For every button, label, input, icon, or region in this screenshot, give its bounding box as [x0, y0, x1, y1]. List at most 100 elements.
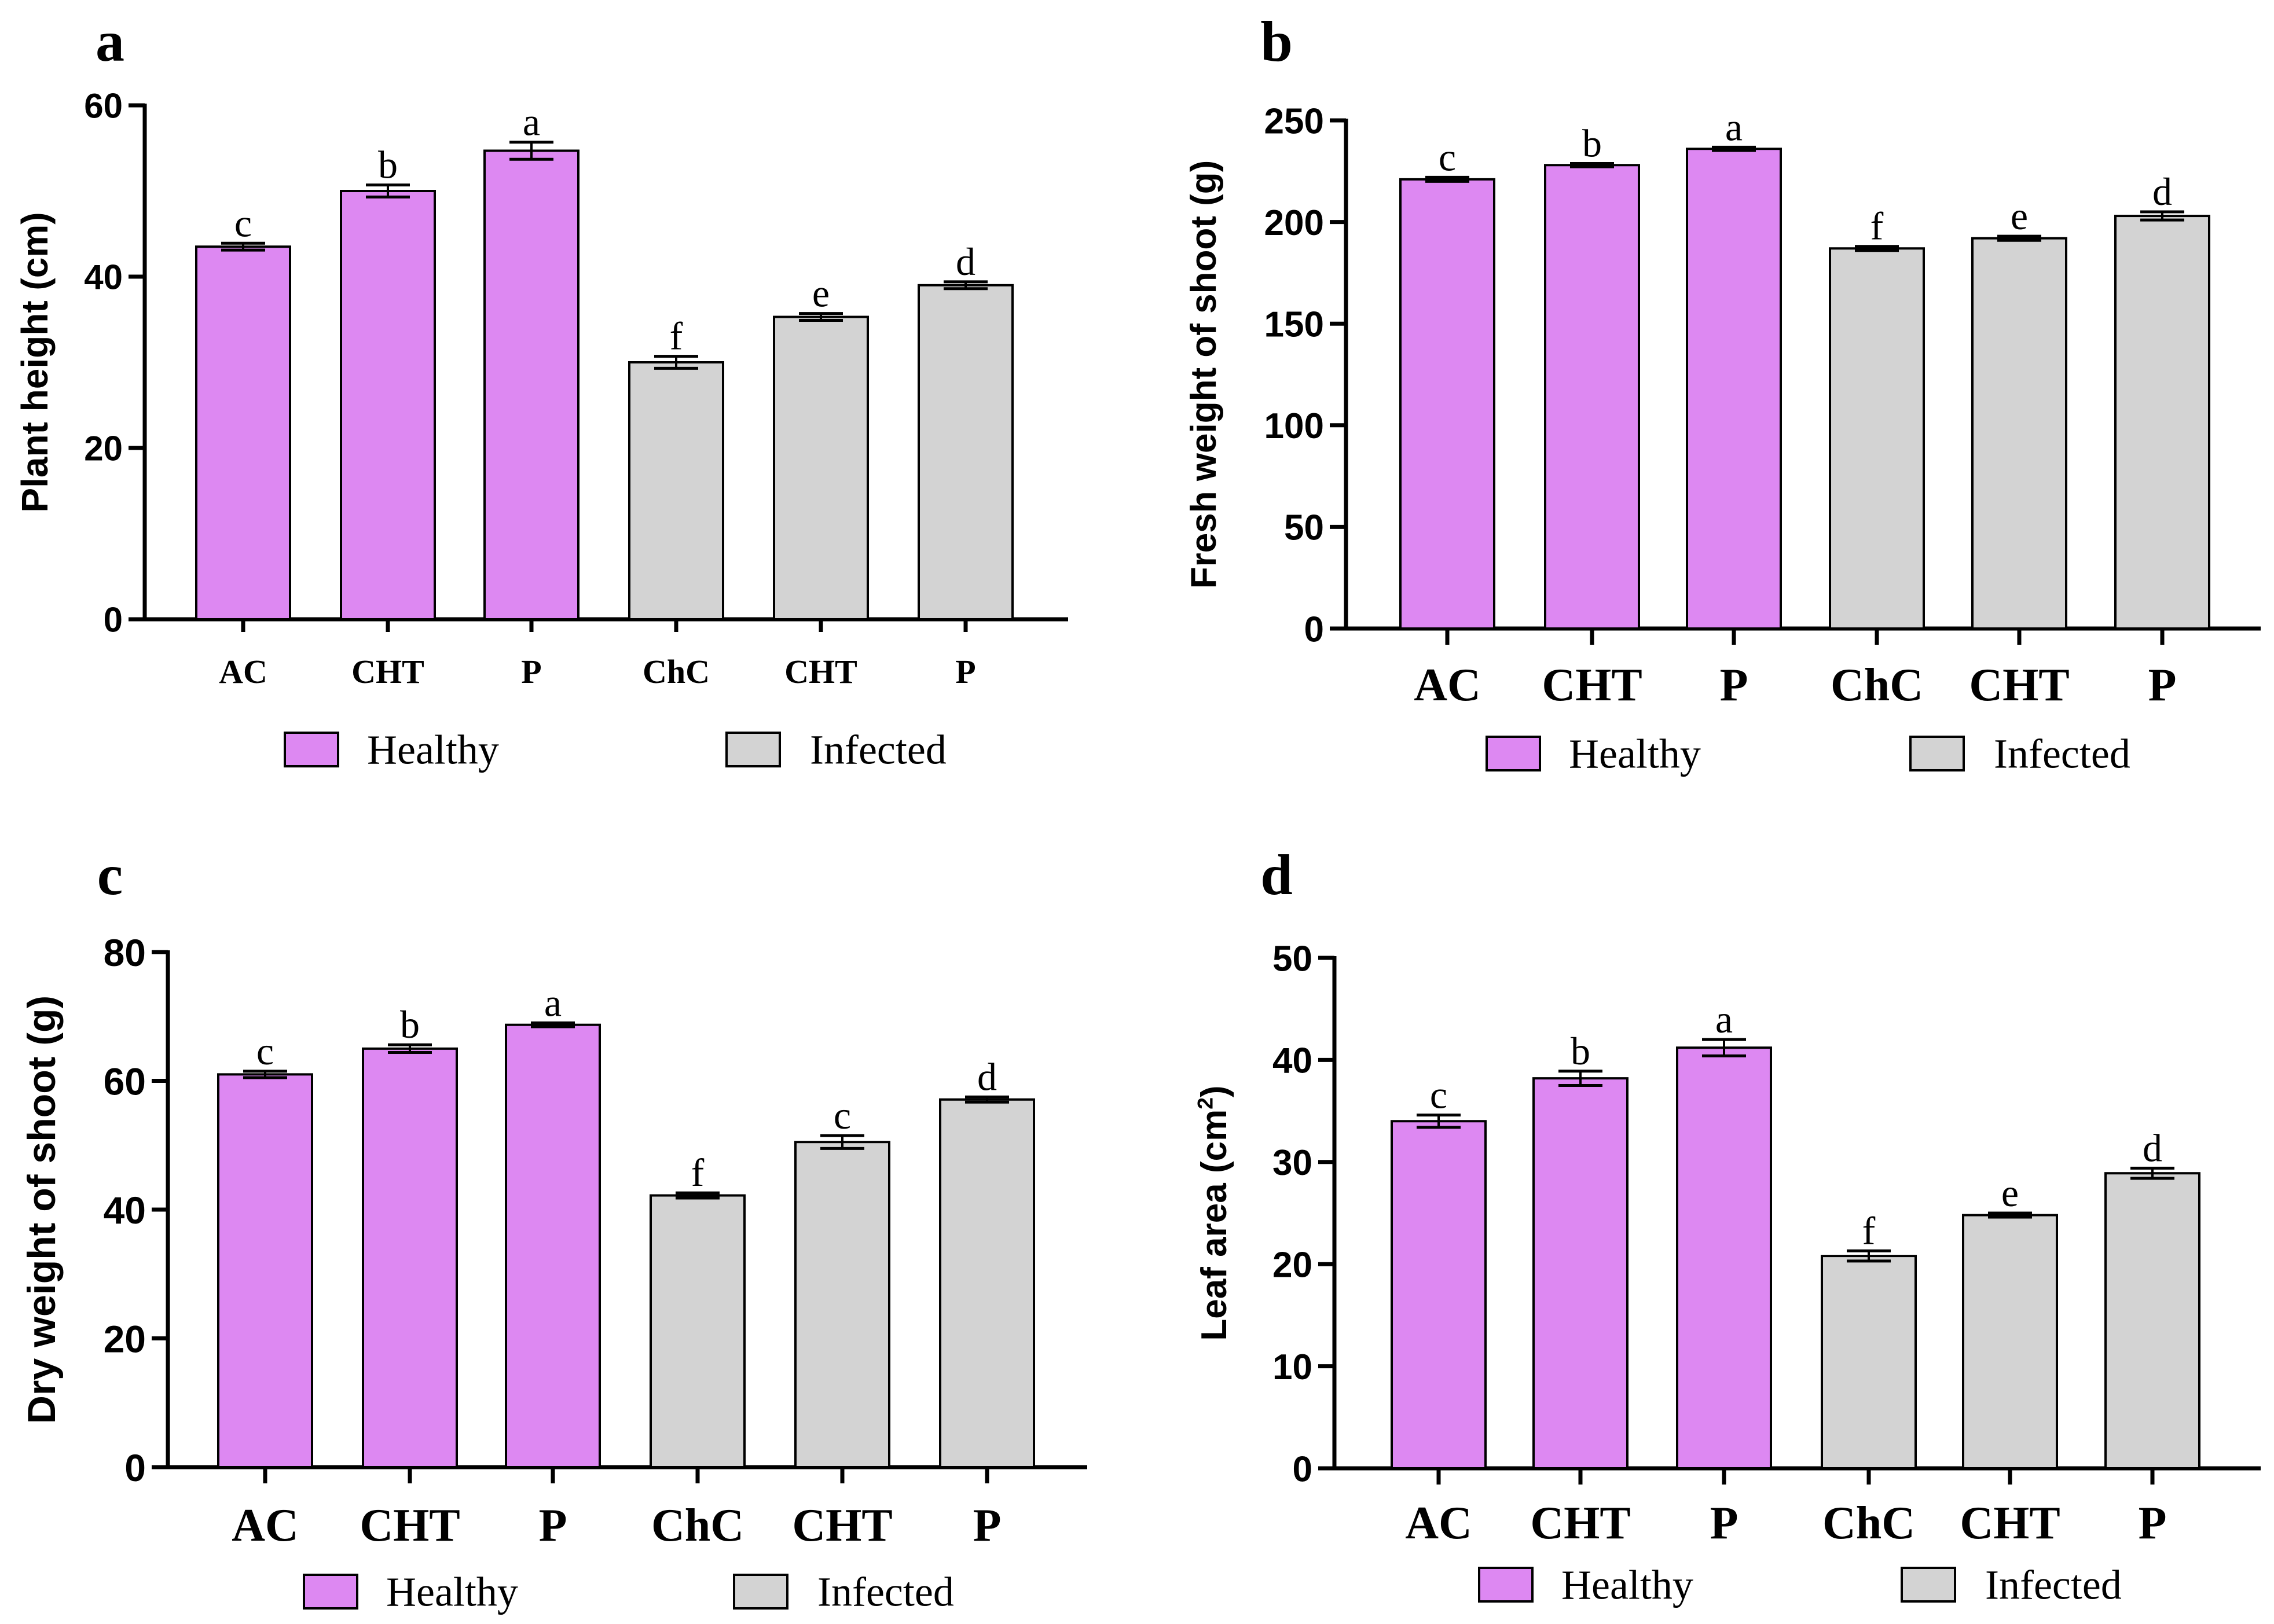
- x-tick-label: ChC: [651, 1500, 744, 1551]
- legend-label-healthy: Healthy: [367, 726, 499, 773]
- y-tick-label: 250: [1264, 101, 1324, 141]
- panel-letter: a: [96, 9, 124, 74]
- x-tick-label: P: [1720, 660, 1748, 711]
- bar: [628, 361, 724, 620]
- panel-d: d Leaf area (cm2) 0 10 20 30 40 50 c AC b CHT a Pf ChC…: [1193, 843, 2261, 1608]
- y-tick-label: 40: [104, 1189, 146, 1232]
- legend-swatch-infected: [1909, 736, 1965, 771]
- significance-letter: a: [544, 980, 562, 1024]
- bar: [1391, 1120, 1487, 1469]
- y-tick-label: 200: [1264, 203, 1324, 243]
- significance-letter: d: [977, 1055, 997, 1098]
- y-tick-label: 10: [1272, 1347, 1312, 1387]
- x-tick-label: P: [539, 1500, 567, 1551]
- panel-a: a Plant height (cm) 0 20 40 60 c AC b CHT a Pf ChC e C…: [14, 9, 1068, 773]
- legend-swatch-healthy: [1486, 736, 1541, 771]
- significance-letter: d: [2152, 170, 2172, 214]
- y-tick-label: 20: [84, 429, 123, 468]
- y-tick-label: 50: [1272, 939, 1312, 979]
- significance-letter: e: [2001, 1171, 2019, 1215]
- significance-letter: c: [1430, 1073, 1447, 1117]
- panel-letter: d: [1260, 843, 1293, 907]
- x-tick-label: P: [973, 1500, 1002, 1551]
- significance-letter: f: [1870, 204, 1884, 248]
- significance-letter: e: [2011, 194, 2028, 238]
- y-tick-label: 80: [104, 931, 146, 974]
- x-tick-label: P: [1710, 1498, 1738, 1549]
- x-tick-label: CHT: [360, 1500, 460, 1551]
- bar: [505, 1023, 601, 1468]
- bar: [483, 149, 579, 620]
- x-tick-label: P: [2139, 1498, 2167, 1549]
- x-tick-label: AC: [219, 653, 267, 690]
- significance-letter: c: [1439, 135, 1456, 179]
- y-tick-label: 100: [1264, 406, 1324, 446]
- x-tick-label: CHT: [1960, 1498, 2060, 1549]
- significance-letter: d: [2143, 1126, 2162, 1170]
- significance-letter: b: [1571, 1029, 1590, 1073]
- y-tick-label: 30: [1272, 1143, 1312, 1183]
- y-tick-label: 0: [1304, 609, 1324, 649]
- legend-swatch-healthy: [303, 1574, 358, 1610]
- bar: [773, 315, 869, 620]
- legend-label-infected: Infected: [1994, 730, 2130, 777]
- bar: [1829, 247, 1925, 630]
- x-tick-label: CHT: [792, 1500, 892, 1551]
- significance-letter: a: [1725, 105, 1743, 149]
- y-tick-label: 0: [124, 1446, 146, 1489]
- bar: [918, 284, 1014, 620]
- x-tick-label: ChC: [1831, 660, 1923, 711]
- significance-letter: c: [256, 1029, 274, 1073]
- significance-letter: d: [956, 240, 975, 284]
- legend-swatch-healthy: [1478, 1567, 1534, 1603]
- y-tick-label: 20: [104, 1317, 146, 1360]
- significance-letter: b: [378, 143, 398, 187]
- x-tick-label: AC: [1405, 1498, 1472, 1549]
- bar: [340, 190, 436, 620]
- legend-label-infected: Infected: [810, 726, 947, 773]
- y-tick-label: 0: [1293, 1449, 1312, 1489]
- x-tick-label: AC: [232, 1500, 299, 1551]
- bar: [1399, 178, 1495, 630]
- significance-letter: f: [691, 1151, 705, 1195]
- legend-label-healthy: Healthy: [1561, 1561, 1693, 1608]
- significance-letter: f: [1862, 1208, 1876, 1252]
- legend: Healthy Infected: [1478, 1561, 2122, 1608]
- y-axis-label: Plant height (cm): [14, 212, 56, 512]
- bar: [794, 1141, 890, 1468]
- y-tick-label: 20: [1272, 1245, 1312, 1285]
- bar: [1962, 1214, 2058, 1470]
- x-tick-label: ChC: [1822, 1498, 1915, 1549]
- legend-label-infected: Infected: [1985, 1561, 2122, 1608]
- x-tick-label: CHT: [1530, 1498, 1630, 1549]
- significance-letter: b: [400, 1002, 420, 1046]
- panel-letter: b: [1260, 9, 1293, 74]
- y-tick-label: 50: [1284, 508, 1324, 548]
- significance-letter: b: [1582, 121, 1602, 165]
- legend-swatch-healthy: [284, 732, 339, 767]
- legend-label-infected: Infected: [817, 1568, 954, 1615]
- bar: [939, 1098, 1035, 1468]
- y-tick-label: 0: [104, 601, 123, 640]
- panel-b: b Fresh weight of shoot (g) 0 50 100 150 200 25…: [1184, 9, 2261, 777]
- y-axis-label: Dry weight of shoot (g): [20, 995, 64, 1424]
- bar: [1821, 1255, 1917, 1469]
- significance-letter: a: [1715, 997, 1733, 1041]
- x-tick-label: ChC: [643, 653, 710, 690]
- x-tick-label: CHT: [1969, 660, 2069, 711]
- y-tick-label: 60: [84, 87, 123, 126]
- significance-letter: e: [812, 271, 830, 315]
- significance-letter: a: [523, 100, 540, 144]
- bar: [1676, 1046, 1772, 1470]
- y-axis-label: Fresh weight of shoot (g): [1184, 160, 1224, 589]
- legend-label-healthy: Healthy: [1569, 730, 1701, 777]
- legend: Healthy Infected: [284, 726, 947, 773]
- bar: [362, 1047, 458, 1468]
- bar: [217, 1073, 313, 1468]
- significance-letter: c: [234, 201, 252, 245]
- y-tick-label: 150: [1264, 305, 1324, 345]
- bar: [650, 1194, 746, 1468]
- legend: Healthy Infected: [1486, 730, 2130, 777]
- significance-letter: f: [670, 314, 683, 358]
